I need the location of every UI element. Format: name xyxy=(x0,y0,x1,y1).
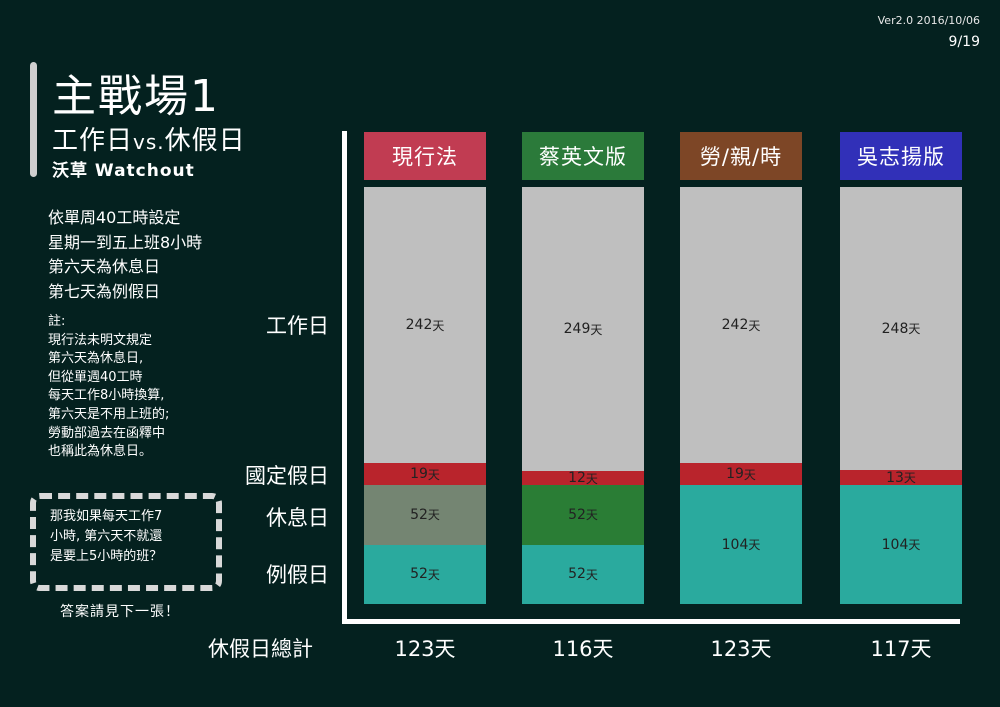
total-value: 123天 xyxy=(710,637,772,661)
rule-line: 第六天為休息日 xyxy=(48,257,161,276)
y-axis-line xyxy=(342,131,347,624)
bar-work-label: 248 xyxy=(881,320,909,337)
unit-label: 天 xyxy=(585,508,598,523)
unit-label: 天 xyxy=(427,467,440,482)
bar-work: 249 天 xyxy=(522,187,644,472)
row-label-regular: 例假日 xyxy=(266,563,329,587)
bar-work-label: 249 xyxy=(563,321,591,338)
bar-rest-label: 52 xyxy=(410,506,428,523)
bar-holiday: 19 天 xyxy=(364,463,486,486)
subtitle-vs: vs. xyxy=(133,130,165,154)
note-line: 勞動部過去在函釋中 xyxy=(48,425,166,441)
question-text: 那我如果每天工作7 小時, 第六天不就還 是要上5小時的班？ xyxy=(50,507,210,567)
bar-work-label: 242 xyxy=(721,317,749,334)
bar-rest-label: 52 xyxy=(568,506,586,523)
question-box xyxy=(30,493,222,591)
bar-regular-label: 104 xyxy=(881,536,909,553)
unit-label: 天 xyxy=(908,538,921,553)
note-line: 第六天為休息日, xyxy=(48,351,144,367)
row-label-rest: 休息日 xyxy=(266,506,329,530)
bar-holiday: 19 天 xyxy=(680,463,802,486)
row-label-holiday: 國定假日 xyxy=(245,464,329,488)
x-axis-line xyxy=(342,619,960,624)
unit-label: 天 xyxy=(427,508,440,523)
bar-regular-label: 52 xyxy=(410,566,428,583)
subtitle-work: 工作日 xyxy=(52,126,134,156)
question-line: 是要上5小時的班？ xyxy=(50,549,163,564)
page-title: 主戰場1 xyxy=(52,71,220,122)
bar-regular: 52 天 xyxy=(522,544,644,604)
page-subtitle: 工作日vs.休假日 xyxy=(52,120,246,157)
bar-regular-label: 104 xyxy=(721,536,749,553)
row-label-work: 工作日 xyxy=(266,314,329,338)
unit-label: 天 xyxy=(908,322,921,337)
rule-line: 星期一到五上班8小時 xyxy=(48,232,203,252)
bar-holiday-label: 19 xyxy=(410,466,428,483)
bar-holiday: 13 天 xyxy=(840,469,962,486)
unit-label: 天 xyxy=(432,318,445,333)
rule-line: 第七天為例假日 xyxy=(48,281,161,301)
bar-holiday-label: 12 xyxy=(568,470,586,487)
version-date: Ver2.0 2016/10/06 xyxy=(877,14,980,27)
note-line: 註: xyxy=(48,314,66,329)
bar-regular: 104 天 xyxy=(840,485,962,604)
bar-header: 蔡英文版 xyxy=(522,132,644,180)
bar-header: 吳志揚版 xyxy=(840,132,962,180)
bar-header: 勞/親/時 xyxy=(680,132,802,180)
unit-label: 天 xyxy=(748,538,761,553)
question-line: 小時, 第六天不就還 xyxy=(50,529,163,544)
page-number: 9/19 xyxy=(948,34,980,50)
bar-work: 242 天 xyxy=(364,187,486,464)
unit-label: 天 xyxy=(743,467,756,482)
unit-label: 天 xyxy=(903,471,916,486)
rules-text: 依單周40工時設定 星期一到五上班8小時 第六天為休息日 第七天為例假日 xyxy=(48,206,202,304)
source-brand: 沃草 Watchout xyxy=(52,161,195,181)
unit-label: 天 xyxy=(748,318,761,333)
unit-label: 天 xyxy=(585,567,598,582)
total-value: 116天 xyxy=(552,637,614,661)
note-line: 每天工作8小時換算, xyxy=(48,388,165,404)
note-line: 第六天是不用上班的; xyxy=(48,406,170,422)
bar-rest: 52 天 xyxy=(364,485,486,545)
unit-label: 天 xyxy=(585,471,598,486)
bar-rest: 52 天 xyxy=(522,485,644,545)
bar-work: 248 天 xyxy=(840,187,962,471)
answer-hint: 答案請見下一張！ xyxy=(60,604,180,620)
total-value: 123天 xyxy=(394,637,456,661)
total-value: 117天 xyxy=(870,637,932,661)
bar-work-label: 242 xyxy=(405,317,433,334)
note-line: 現行法未明文規定 xyxy=(48,332,153,348)
unit-label: 天 xyxy=(590,322,603,337)
question-line: 那我如果每天工作7 xyxy=(50,509,163,524)
unit-label: 天 xyxy=(427,567,440,582)
note-line: 但從單週40工時 xyxy=(48,369,143,385)
subtitle-leave: 休假日 xyxy=(164,126,246,156)
bar-holiday: 12 天 xyxy=(522,470,644,487)
bar-regular: 52 天 xyxy=(364,544,486,604)
bar-regular: 104 天 xyxy=(680,485,802,604)
note-text: 註: 現行法未明文規定 第六天為休息日, 但從單週40工時 每天工作8小時換算,… xyxy=(48,313,169,462)
bar-work: 242 天 xyxy=(680,187,802,464)
title-accent-bar xyxy=(30,62,37,177)
note-line: 也稱此為休息日。 xyxy=(48,444,153,460)
rule-line: 依單周40工時設定 xyxy=(48,208,181,227)
bar-holiday-label: 19 xyxy=(726,466,744,483)
row-label-total: 休假日總計 xyxy=(208,637,313,661)
bar-header: 現行法 xyxy=(364,132,486,180)
bar-regular-label: 52 xyxy=(568,566,586,583)
bar-holiday-label: 13 xyxy=(886,469,904,486)
